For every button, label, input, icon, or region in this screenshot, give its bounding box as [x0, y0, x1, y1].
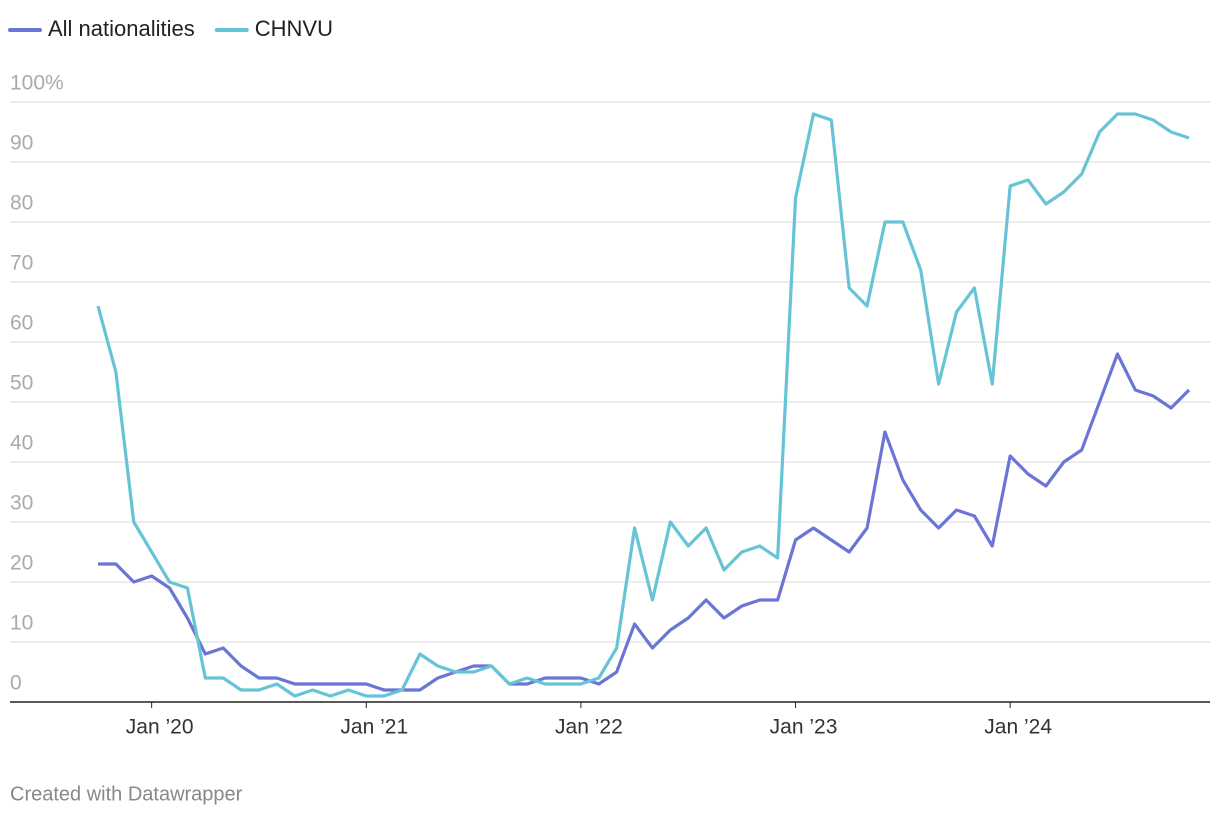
series-line — [96, 112, 1190, 698]
y-tick-label: 10 — [10, 612, 33, 635]
credit-note: Created with Datawrapper — [10, 783, 243, 805]
y-tick-label: 40 — [10, 432, 33, 455]
y-tick-label: 50 — [10, 372, 33, 395]
y-tick-label: 20 — [10, 552, 33, 575]
y-tick-label: 30 — [10, 492, 33, 515]
x-tick-label: Jan ’21 — [340, 716, 408, 739]
x-tick-label: Jan ’24 — [984, 716, 1052, 739]
series-line — [98, 352, 1191, 692]
x-tick-label: Jan ’20 — [126, 716, 194, 739]
y-tick-label: 100% — [10, 72, 64, 95]
y-tick-label: 80 — [10, 192, 33, 215]
y-tick-label: 0 — [10, 672, 22, 695]
y-tick-label: 60 — [10, 312, 33, 335]
x-tick-label: Jan ’23 — [770, 716, 838, 739]
x-tick-label: Jan ’22 — [555, 716, 623, 739]
y-tick-label: 70 — [10, 252, 33, 275]
legend-label: All nationalities — [48, 16, 195, 41]
y-tick-label: 90 — [10, 132, 33, 155]
legend-label: CHNVU — [255, 16, 333, 41]
